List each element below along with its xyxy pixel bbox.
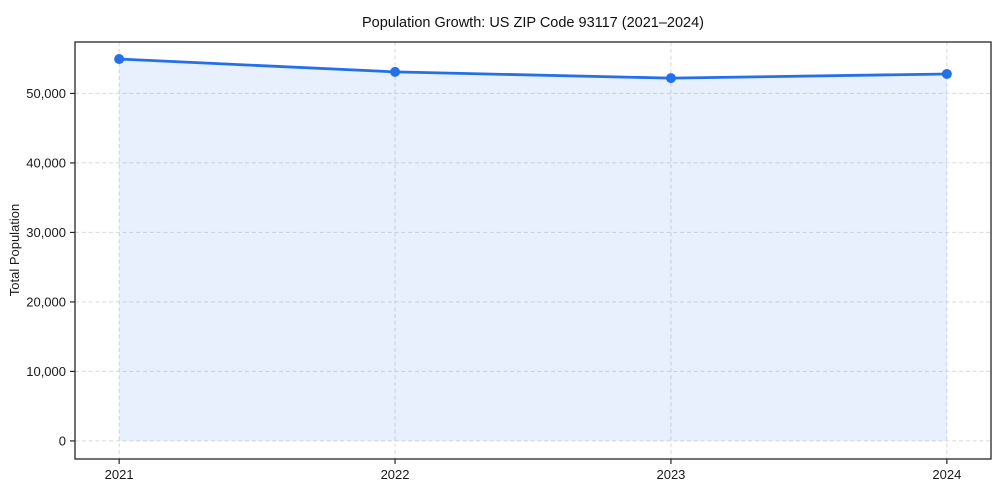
y-tick-label: 10,000	[26, 364, 66, 379]
area-fill	[119, 59, 947, 441]
y-axis-title: Total Population	[7, 204, 22, 297]
data-point	[665, 73, 676, 84]
plot-layer: 0 10,000 20,000 30,000 40,000 50,000 2021 2022 2…	[26, 41, 992, 482]
y-tick-label: 50,000	[26, 86, 66, 101]
y-tick-label: 30,000	[26, 225, 66, 240]
y-tick-label: 20,000	[26, 294, 66, 309]
x-tick-label: 2021	[105, 467, 134, 482]
y-tick-label: 0	[59, 433, 66, 448]
series-line	[117, 57, 949, 80]
plot-border	[74, 41, 992, 460]
chart-title: Population Growth: US ZIP Code 93117 (20…	[362, 15, 704, 31]
data-point	[941, 68, 952, 79]
x-tick-label: 2024	[932, 467, 961, 482]
y-tick-label: 40,000	[26, 155, 66, 170]
x-tick-label: 2023	[656, 467, 685, 482]
data-point	[390, 66, 401, 77]
x-tick-label: 2022	[381, 467, 410, 482]
data-point	[114, 54, 125, 65]
